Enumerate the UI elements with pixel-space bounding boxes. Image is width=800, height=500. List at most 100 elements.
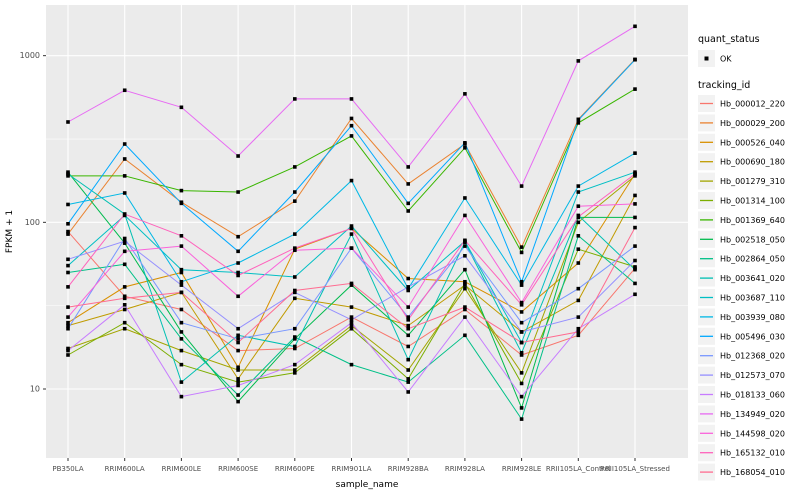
- data-point: [66, 270, 70, 275]
- data-point: [349, 318, 354, 322]
- data-point: [236, 333, 240, 338]
- x-tick-label: RRIM600LE: [162, 465, 202, 473]
- data-point: [406, 377, 410, 381]
- data-point: [576, 261, 581, 265]
- legend-item-label: Hb_002518_050: [720, 235, 785, 244]
- data-point: [463, 333, 467, 338]
- data-point: [293, 232, 297, 236]
- legend-item-label: Hb_001279_310: [720, 177, 785, 186]
- data-point: [122, 285, 127, 289]
- data-point: [236, 249, 240, 254]
- data-point: [633, 281, 637, 286]
- legend-item-label: Hb_000690_180: [720, 158, 785, 167]
- legend-item-label: Hb_000029_200: [720, 119, 785, 128]
- data-point: [122, 262, 127, 267]
- data-point: [406, 315, 410, 319]
- legend-item-label: Hb_012573_070: [720, 371, 785, 380]
- data-point: [463, 238, 467, 243]
- x-tick-label: RRIM600SE: [218, 465, 258, 473]
- data-point: [66, 315, 70, 319]
- x-tick-label: RRIM901LA: [331, 465, 371, 473]
- data-point: [406, 368, 410, 372]
- data-point: [519, 417, 524, 421]
- data-point: [576, 286, 581, 291]
- data-point: [236, 273, 240, 278]
- data-point: [576, 59, 581, 63]
- data-point: [633, 225, 637, 230]
- data-point: [66, 320, 70, 325]
- data-point: [406, 285, 410, 289]
- legend-quant-ok-label: OK: [720, 55, 732, 64]
- data-point: [633, 244, 637, 248]
- data-point: [519, 250, 524, 255]
- data-point: [179, 270, 184, 275]
- data-point: [66, 323, 70, 328]
- x-tick-label: RRIM928BA: [388, 465, 429, 473]
- data-point: [633, 193, 637, 198]
- data-point: [293, 248, 297, 253]
- data-point: [633, 202, 637, 206]
- data-point: [349, 281, 354, 286]
- legend-item-label: Hb_003939_080: [720, 313, 785, 322]
- data-point: [236, 380, 240, 384]
- data-point: [293, 368, 297, 372]
- data-point: [293, 199, 297, 203]
- data-point: [122, 249, 127, 254]
- data-point: [406, 318, 410, 322]
- data-point: [236, 261, 240, 265]
- data-point: [519, 340, 524, 345]
- data-point: [349, 305, 354, 309]
- quant-ok-marker-icon: [704, 56, 709, 61]
- data-point: [66, 285, 70, 289]
- legend-item-label: Hb_003641_020: [720, 274, 785, 283]
- data-point: [179, 330, 184, 334]
- data-point: [463, 141, 467, 145]
- data-point: [349, 97, 354, 101]
- data-point: [236, 377, 240, 381]
- data-point: [179, 380, 184, 384]
- data-point: [236, 294, 240, 299]
- legend-item-label: Hb_005496_030: [720, 332, 785, 341]
- data-point: [463, 92, 467, 96]
- data-point: [406, 288, 410, 293]
- data-point: [406, 165, 410, 169]
- data-point: [236, 234, 240, 239]
- data-point: [122, 239, 127, 244]
- data-point: [66, 232, 70, 236]
- data-point: [293, 165, 297, 169]
- data-point: [576, 121, 581, 125]
- data-point: [519, 381, 524, 386]
- data-point: [236, 368, 240, 372]
- data-point: [236, 399, 240, 404]
- data-point: [633, 172, 637, 176]
- data-point: [349, 123, 354, 128]
- data-point: [179, 244, 184, 248]
- data-point: [179, 290, 184, 295]
- legend-item-label: Hb_144598_020: [720, 429, 785, 438]
- data-point: [463, 267, 467, 272]
- data-point: [463, 213, 467, 218]
- data-point: [519, 394, 524, 399]
- data-point: [349, 232, 354, 236]
- data-point: [576, 298, 581, 303]
- data-point: [633, 24, 637, 29]
- data-point: [179, 188, 184, 193]
- data-point: [349, 178, 354, 183]
- x-tick-label: RRIM928LE: [502, 465, 542, 473]
- data-point: [519, 350, 524, 355]
- data-point: [519, 300, 524, 305]
- data-point: [122, 212, 127, 216]
- legend-item-label: Hb_001314_100: [720, 197, 785, 206]
- x-tick-label: RRII105LA_Stressed: [600, 465, 670, 473]
- data-point: [519, 406, 524, 410]
- data-point: [519, 279, 524, 284]
- data-point: [576, 214, 581, 219]
- data-point: [66, 348, 70, 353]
- x-tick-label: RRIM600PE: [275, 465, 315, 473]
- x-tick-label: RRIM600LA: [105, 465, 145, 473]
- data-point: [66, 263, 70, 268]
- data-point: [406, 323, 410, 328]
- legend-item-label: Hb_165132_010: [720, 449, 785, 458]
- data-point: [122, 303, 127, 307]
- y-axis-title: FPKM + 1: [5, 210, 15, 253]
